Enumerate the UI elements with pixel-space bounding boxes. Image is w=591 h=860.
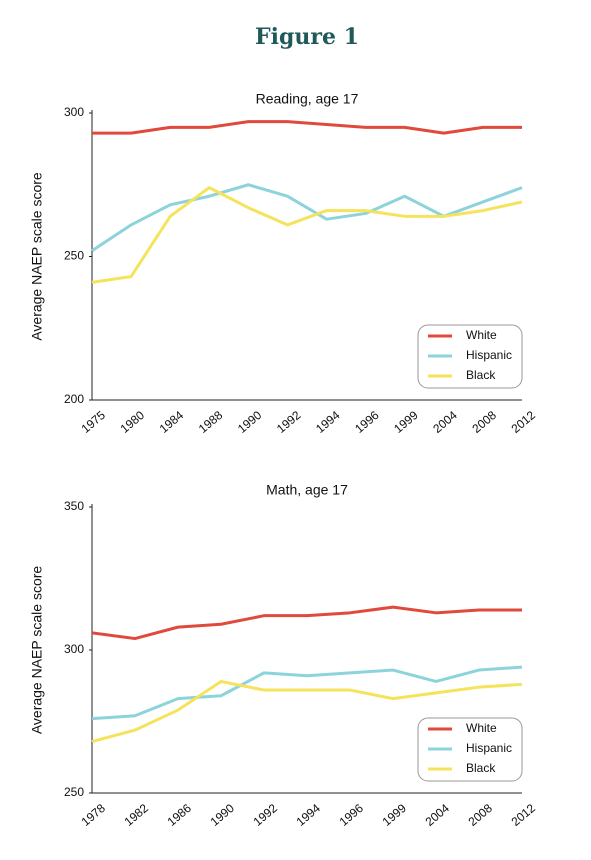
x-tick-label: 1990 (235, 408, 265, 436)
x-tick-label: 1992 (251, 801, 281, 829)
legend-label: White (466, 721, 497, 735)
x-tick-label: 1978 (79, 801, 109, 829)
x-tick-label: 1992 (274, 408, 304, 436)
figure-title: Figure 1 (255, 24, 359, 50)
chart-title: Math, age 17 (266, 482, 348, 498)
legend-label: Black (466, 368, 496, 382)
legend-label: Hispanic (466, 348, 512, 362)
y-tick-label: 300 (64, 105, 84, 119)
data-line (91, 679, 523, 743)
y-axis-label: Average NAEP scale score (29, 566, 45, 735)
data-line (91, 186, 523, 284)
legend-box (417, 717, 523, 782)
legend-label: Black (466, 761, 496, 775)
x-tick-label: 1996 (337, 801, 367, 829)
x-tick-label: 2004 (430, 408, 460, 436)
y-axis-label: Average NAEP scale score (29, 172, 45, 341)
x-tick-label: 1980 (118, 408, 148, 436)
legend-label: White (466, 328, 497, 342)
x-tick-label: 1999 (380, 801, 410, 829)
x-tick-label: 2008 (466, 801, 496, 829)
x-tick-label: 1984 (157, 408, 187, 436)
y-tick-label: 200 (64, 392, 84, 406)
x-tick-label: 1982 (122, 801, 152, 829)
legend-label: Hispanic (466, 741, 512, 755)
x-tick-label: 1999 (391, 408, 421, 436)
y-tick-label: 350 (64, 499, 84, 513)
chart-title: Reading, age 17 (256, 91, 359, 107)
x-tick-label: 1975 (79, 408, 109, 436)
data-line (91, 665, 523, 721)
y-tick-label: 250 (64, 249, 84, 263)
x-tick-label: 1994 (313, 408, 343, 436)
y-tick-label: 250 (64, 785, 84, 799)
y-tick-label: 300 (64, 642, 84, 656)
x-tick-label: 2004 (423, 801, 453, 829)
x-tick-label: 2008 (469, 408, 499, 436)
x-tick-label: 1996 (352, 408, 382, 436)
x-tick-label: 1990 (208, 801, 238, 829)
x-tick-label: 1986 (165, 801, 195, 829)
x-tick-label: 2012 (509, 801, 539, 829)
legend-box (417, 324, 523, 389)
data-line (92, 120, 522, 135)
x-tick-label: 2012 (509, 408, 539, 436)
x-tick-label: 1988 (196, 408, 226, 436)
x-tick-label: 1994 (294, 801, 324, 829)
data-line (91, 605, 522, 641)
